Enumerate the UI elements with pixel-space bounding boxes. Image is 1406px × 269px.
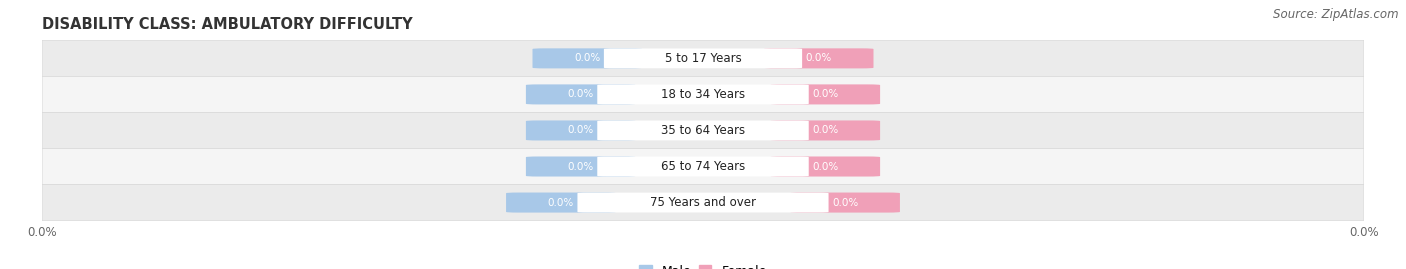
Text: 65 to 74 Years: 65 to 74 Years [661,160,745,173]
Text: DISABILITY CLASS: AMBULATORY DIFFICULTY: DISABILITY CLASS: AMBULATORY DIFFICULTY [42,17,413,32]
FancyBboxPatch shape [770,121,880,140]
Text: 0.0%: 0.0% [832,197,858,208]
FancyBboxPatch shape [598,121,808,140]
FancyBboxPatch shape [605,48,801,68]
FancyBboxPatch shape [506,193,616,213]
Text: 5 to 17 Years: 5 to 17 Years [665,52,741,65]
FancyBboxPatch shape [526,157,636,176]
FancyBboxPatch shape [770,157,880,176]
FancyBboxPatch shape [763,48,873,68]
FancyBboxPatch shape [790,193,900,213]
FancyBboxPatch shape [42,185,1364,221]
FancyBboxPatch shape [598,157,808,176]
Text: 0.0%: 0.0% [568,161,593,172]
Text: 35 to 64 Years: 35 to 64 Years [661,124,745,137]
Text: 75 Years and over: 75 Years and over [650,196,756,209]
Legend: Male, Female: Male, Female [634,260,772,269]
Text: 0.0%: 0.0% [813,161,838,172]
FancyBboxPatch shape [42,76,1364,112]
FancyBboxPatch shape [533,48,643,68]
Text: 0.0%: 0.0% [568,89,593,100]
Text: 18 to 34 Years: 18 to 34 Years [661,88,745,101]
Text: 0.0%: 0.0% [568,125,593,136]
FancyBboxPatch shape [578,193,828,213]
Text: 0.0%: 0.0% [806,53,832,63]
Text: 0.0%: 0.0% [813,89,838,100]
FancyBboxPatch shape [42,148,1364,185]
Text: 0.0%: 0.0% [548,197,574,208]
FancyBboxPatch shape [770,84,880,104]
Text: 0.0%: 0.0% [574,53,600,63]
FancyBboxPatch shape [42,40,1364,76]
Text: Source: ZipAtlas.com: Source: ZipAtlas.com [1274,8,1399,21]
FancyBboxPatch shape [42,112,1364,148]
FancyBboxPatch shape [598,84,808,104]
FancyBboxPatch shape [526,121,636,140]
Text: 0.0%: 0.0% [813,125,838,136]
FancyBboxPatch shape [526,84,636,104]
